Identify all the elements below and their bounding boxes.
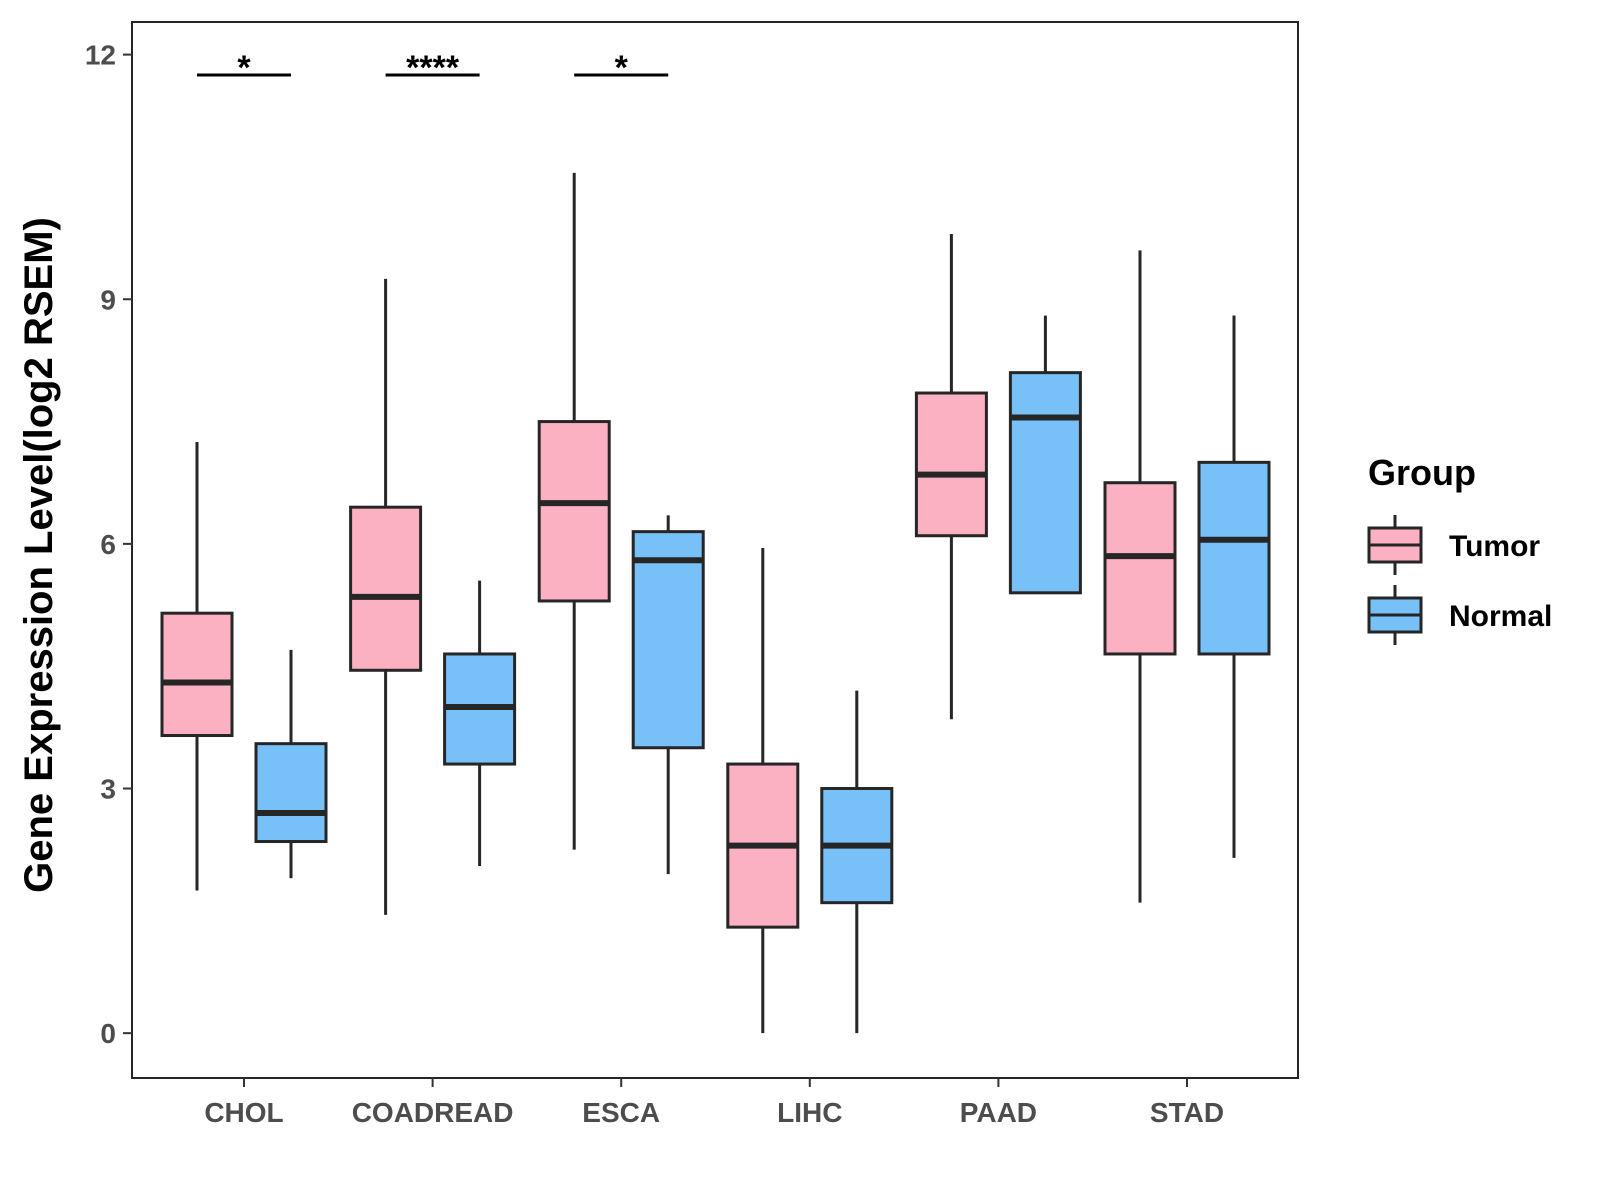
box-tumor-esca (537, 172, 611, 850)
box-body (254, 742, 328, 844)
y-tick-label: 0 (100, 1018, 116, 1049)
box-body (349, 505, 423, 672)
x-tick-label: PAAD (960, 1097, 1037, 1128)
box-body (631, 530, 705, 750)
significance-label: * (615, 49, 629, 87)
box-body (1197, 460, 1271, 656)
legend-label: Tumor (1449, 530, 1540, 563)
x-tick-label: CHOL (204, 1097, 283, 1128)
box-body (914, 391, 988, 538)
box-normal-lihc (820, 690, 894, 1034)
panel-border (131, 21, 1299, 1079)
legend-label: Normal (1449, 600, 1552, 633)
box-body (1008, 371, 1082, 595)
legend-items: Tumor Normal (1367, 515, 1552, 645)
legend-item-tumor: Tumor (1367, 515, 1540, 575)
box-tumor-stad (1103, 250, 1177, 903)
box-normal-chol (254, 649, 328, 879)
x-tick-label: ESCA (582, 1097, 660, 1128)
box-normal-paad (1008, 315, 1082, 595)
significance-label: **** (406, 49, 460, 87)
box-normal-esca (631, 515, 705, 875)
y-tick-label: 3 (100, 774, 116, 805)
x-tick-label: LIHC (777, 1097, 842, 1128)
x-axis: CHOL COADREAD ESCA LIHC PAAD STAD (204, 1078, 1224, 1128)
y-axis: 0 3 6 9 12 (85, 40, 132, 1049)
box-tumor-coadread (349, 278, 423, 915)
significance-annotations: * **** * (197, 49, 669, 87)
plot-panel (131, 21, 1299, 1079)
x-tick-label: COADREAD (352, 1097, 514, 1128)
y-axis-title: Gene Expression Level(log2 RSEM) (17, 217, 61, 893)
box-body (1103, 481, 1177, 656)
box-normal-stad (1197, 315, 1271, 858)
box-body (537, 420, 611, 603)
legend: Group Tumor Normal (1367, 452, 1552, 645)
box-tumor-lihc (726, 547, 800, 1034)
y-tick-label: 12 (85, 40, 116, 71)
legend-item-normal: Normal (1367, 585, 1552, 645)
y-tick-label: 9 (100, 284, 116, 315)
box-body (160, 611, 234, 738)
box-tumor-paad (914, 234, 988, 720)
y-tick-label: 6 (100, 529, 116, 560)
box-normal-coadread (443, 580, 517, 866)
boxes (160, 172, 1271, 1034)
significance-label: * (237, 49, 251, 87)
box-tumor-chol (160, 441, 234, 891)
legend-title: Group (1368, 452, 1476, 493)
x-tick-label: STAD (1150, 1097, 1224, 1128)
